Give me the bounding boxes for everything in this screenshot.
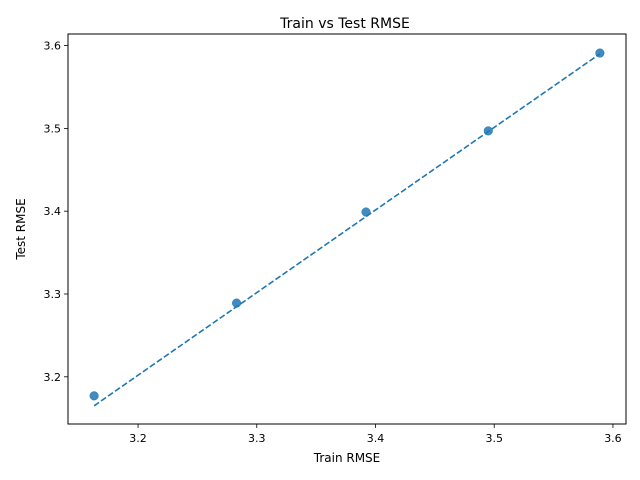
- y-tick-label: 3.4: [44, 205, 62, 218]
- y-tick-label: 3.5: [44, 122, 62, 135]
- data-point: [89, 391, 99, 401]
- y-axis-label: Test RMSE: [14, 198, 28, 260]
- data-point: [595, 48, 605, 58]
- x-tick-label: 3.3: [248, 432, 266, 445]
- x-tick-label: 3.5: [485, 432, 503, 445]
- data-point: [483, 126, 493, 136]
- x-axis-label: Train RMSE: [313, 451, 381, 465]
- y-axis: 3.2 3.3 3.4 3.5 3.6: [44, 40, 68, 384]
- plot-area: [89, 48, 605, 407]
- x-axis: 3.2 3.3 3.4 3.5 3.6: [129, 424, 622, 445]
- x-tick-label: 3.4: [367, 432, 385, 445]
- plot-frame: [67, 33, 627, 425]
- y-tick-label: 3.3: [44, 288, 62, 301]
- chart-title: Train vs Test RMSE: [279, 16, 410, 32]
- x-tick-label: 3.2: [129, 432, 147, 445]
- trend-line: [93, 53, 601, 407]
- data-point: [232, 298, 242, 308]
- y-tick-label: 3.2: [44, 371, 62, 384]
- y-tick-label: 3.6: [44, 40, 62, 53]
- data-point: [361, 207, 371, 217]
- x-tick-label: 3.6: [604, 432, 622, 445]
